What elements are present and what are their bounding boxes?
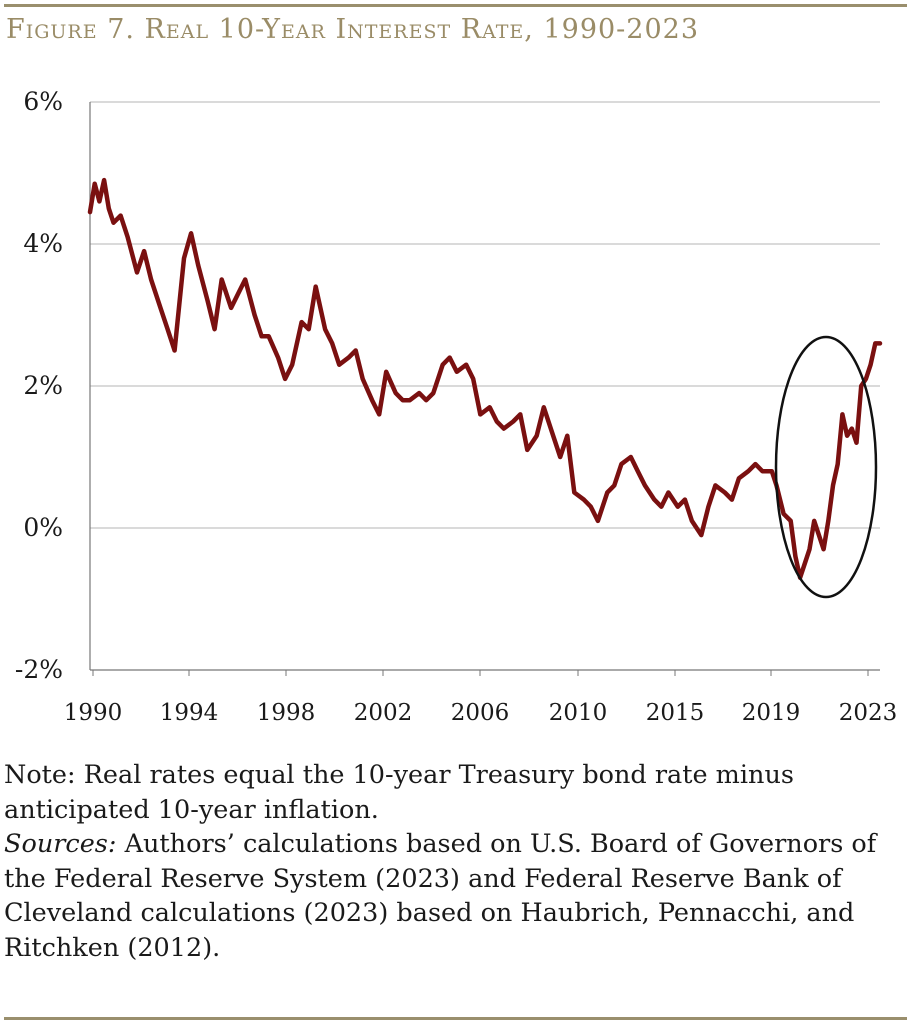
- sources-text: Authors’ calculations based on U.S. Boar…: [4, 829, 877, 963]
- x-tick-label: 1990: [64, 700, 123, 726]
- line-chart: -2% 0% 2% 4% 6% 1990 1994 1998 2002 2006 2010 2015…: [15, 87, 898, 726]
- figure-notes: Note: Real rates equal the 10-year Treas…: [4, 758, 909, 965]
- note-label: Note:: [4, 760, 76, 790]
- y-tick-label: 0%: [23, 513, 63, 542]
- y-tick-labels: -2% 0% 2% 4% 6%: [15, 87, 63, 684]
- x-tick-label: 1994: [160, 700, 219, 726]
- x-tick-label: 1998: [257, 700, 316, 726]
- y-tick-label: 4%: [23, 229, 63, 258]
- sources-paragraph: Sources: Authors’ calculations based on …: [4, 827, 909, 965]
- series-layer: [87, 177, 883, 580]
- gridlines: [90, 101, 880, 529]
- bottom-rule: [4, 1017, 907, 1020]
- x-tick-label: 2015: [646, 700, 705, 726]
- real-rate-line: [87, 177, 883, 580]
- y-tick-label: 6%: [23, 87, 63, 116]
- x-tick-label: 2023: [839, 700, 898, 726]
- highlight-ellipse: [774, 335, 878, 599]
- top-rule: [4, 4, 907, 7]
- sources-label: Sources:: [4, 829, 117, 859]
- x-tick-label: 2006: [451, 700, 510, 726]
- y-tick-label: -2%: [15, 655, 63, 684]
- figure-title: Figure 7. Real 10-Year Interest Rate, 19…: [6, 14, 700, 45]
- x-tick-label: 2002: [354, 700, 413, 726]
- note-paragraph: Note: Real rates equal the 10-year Treas…: [4, 758, 909, 827]
- x-tick-labels: 1990 1994 1998 2002 2006 2010 2015 2019 2023: [64, 700, 898, 726]
- y-tick-label: 2%: [23, 371, 63, 400]
- note-text: Real rates equal the 10-year Treasury bo…: [4, 760, 794, 825]
- x-tick-label: 2019: [742, 700, 801, 726]
- x-tick-label: 2010: [549, 700, 608, 726]
- axes: [89, 102, 880, 676]
